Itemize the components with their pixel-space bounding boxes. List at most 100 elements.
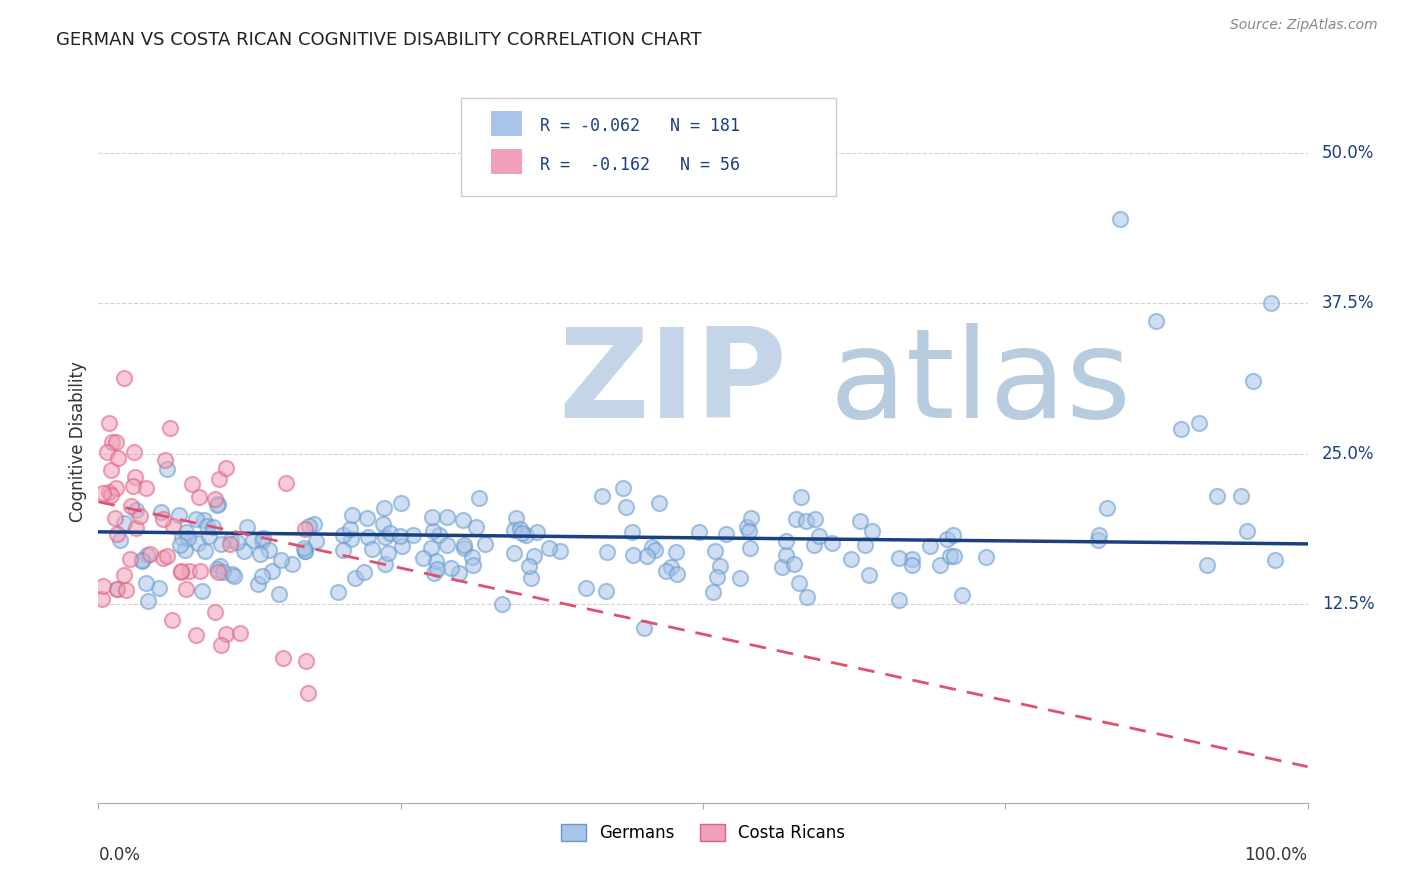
Point <box>787 576 810 591</box>
Point <box>97 485 120 500</box>
Point <box>942 528 965 542</box>
Point <box>208 558 231 573</box>
Point <box>853 538 876 552</box>
Point <box>770 559 793 574</box>
Point <box>280 557 302 571</box>
Point <box>422 509 444 524</box>
Point <box>665 544 688 558</box>
Text: R =  -0.162   N = 56: R = -0.162 N = 56 <box>540 156 740 174</box>
Point <box>100 488 122 502</box>
Point <box>91 591 114 606</box>
Point <box>659 559 682 574</box>
Point <box>373 500 395 515</box>
Point <box>436 538 458 552</box>
Point <box>136 594 159 608</box>
Point <box>465 519 488 533</box>
Point <box>271 650 294 665</box>
Point <box>205 498 228 512</box>
Point <box>155 549 177 563</box>
Point <box>491 597 513 611</box>
Point <box>357 530 380 544</box>
Point <box>526 524 548 539</box>
FancyBboxPatch shape <box>461 98 837 196</box>
Y-axis label: Cognitive Disability: Cognitive Disability <box>69 361 87 522</box>
Point <box>422 524 444 538</box>
Point <box>212 565 235 579</box>
Point <box>342 508 364 522</box>
Point <box>591 490 613 504</box>
Point <box>633 622 655 636</box>
Point <box>420 541 443 556</box>
Point <box>623 548 645 562</box>
Point <box>821 536 844 550</box>
Point <box>294 541 316 555</box>
Point <box>139 547 162 561</box>
Point <box>120 551 142 566</box>
Point <box>775 534 797 549</box>
Point <box>860 524 883 538</box>
Point <box>101 434 124 449</box>
Text: 100.0%: 100.0% <box>1244 847 1308 864</box>
Point <box>548 544 571 558</box>
Point <box>96 445 118 459</box>
Point <box>104 511 127 525</box>
Point <box>1170 423 1192 437</box>
Point <box>252 531 274 545</box>
Point <box>257 543 280 558</box>
Point <box>193 513 215 527</box>
Point <box>1236 524 1258 538</box>
Point <box>803 538 825 552</box>
Point <box>153 452 176 467</box>
Point <box>735 520 758 534</box>
Point <box>391 539 413 553</box>
Point <box>1097 501 1119 516</box>
Point <box>706 569 728 583</box>
Point <box>709 558 731 573</box>
Point <box>176 582 198 596</box>
Point <box>124 503 146 517</box>
Point <box>120 499 142 513</box>
Text: 25.0%: 25.0% <box>1322 444 1375 463</box>
Text: R = -0.062   N = 181: R = -0.062 N = 181 <box>540 117 740 135</box>
Point <box>538 541 561 556</box>
Point <box>222 569 245 583</box>
Point <box>503 546 526 560</box>
Point <box>621 525 644 540</box>
Point <box>655 564 678 578</box>
Point <box>889 593 911 607</box>
Point <box>332 543 354 558</box>
Point <box>942 549 965 564</box>
Point <box>440 560 463 574</box>
Point <box>209 537 232 551</box>
Point <box>221 566 243 581</box>
Point <box>648 496 671 510</box>
Point <box>1188 417 1211 431</box>
Text: 12.5%: 12.5% <box>1322 595 1375 613</box>
Point <box>304 517 326 532</box>
Point <box>636 549 658 563</box>
Point <box>839 552 862 566</box>
Point <box>474 537 496 551</box>
Point <box>714 527 737 541</box>
Point <box>343 571 366 585</box>
Point <box>105 435 128 450</box>
Legend: Germans, Costa Ricans: Germans, Costa Ricans <box>554 817 852 848</box>
Point <box>703 543 725 558</box>
Point <box>326 585 349 599</box>
Point <box>295 654 318 668</box>
Point <box>297 686 319 700</box>
Point <box>595 584 617 599</box>
Point <box>152 550 174 565</box>
Point <box>463 558 485 572</box>
Point <box>159 421 181 435</box>
Point <box>740 511 762 525</box>
Point <box>174 525 197 540</box>
Point <box>135 481 157 495</box>
Point <box>374 530 396 544</box>
Point <box>112 516 135 530</box>
Point <box>1197 558 1219 573</box>
Point <box>112 568 135 582</box>
Point <box>194 544 217 558</box>
Point <box>249 547 271 561</box>
Point <box>461 549 484 564</box>
